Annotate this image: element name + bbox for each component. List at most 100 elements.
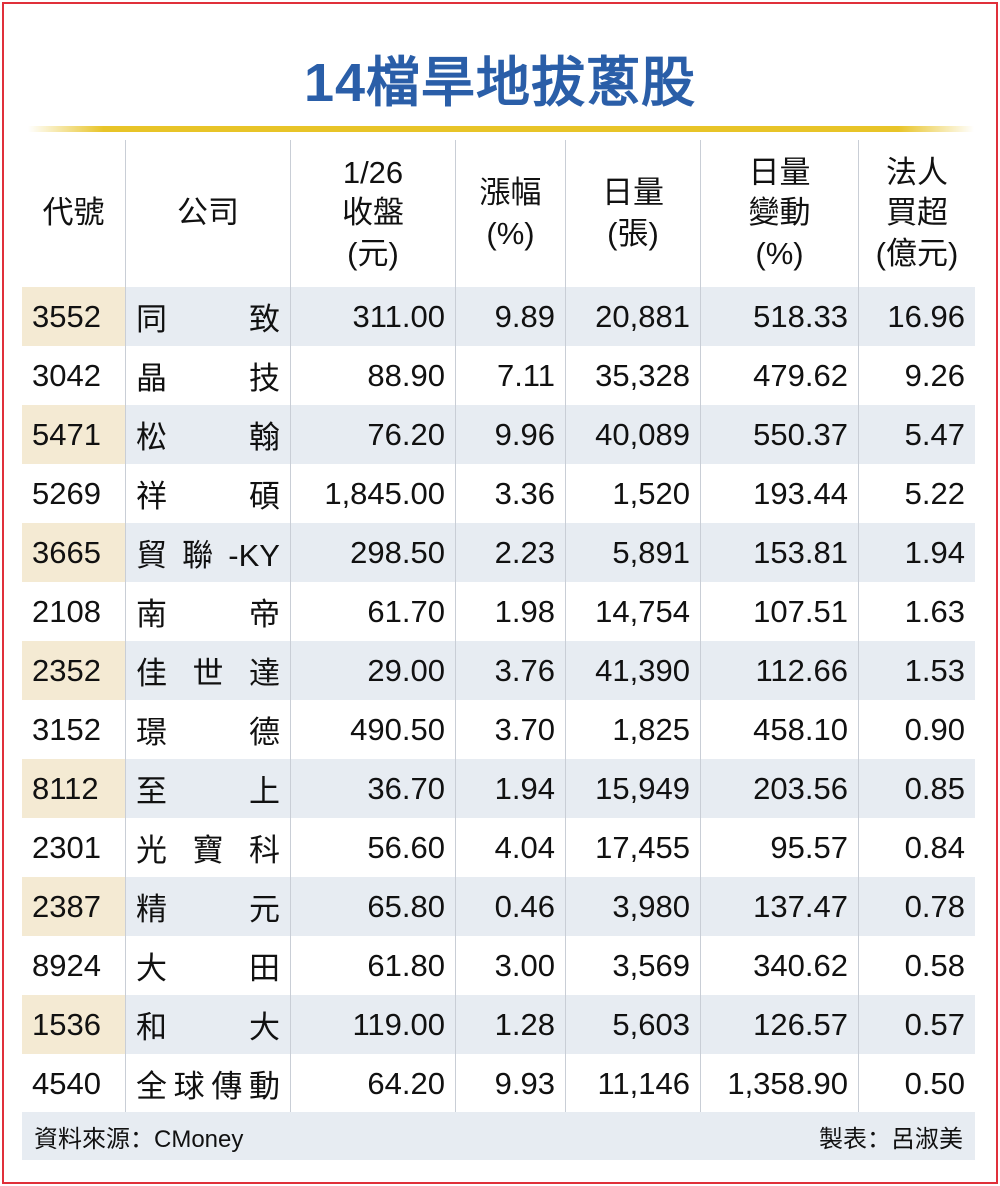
author: 製表：呂淑美 [819,1125,963,1153]
company-name: 南 帝 [136,597,280,632]
table-cell: 193.44 [700,464,858,523]
table-row: 8112 至 上 36.70 1.94 15,949 203.56 0.85 [22,759,975,818]
table-cell: 490.50 [290,700,455,759]
table-cell: 88.90 [290,346,455,405]
table-cell: 7.11 [455,346,565,405]
table-cell: 9.96 [455,405,565,464]
table-cell: 0.50 [858,1054,975,1113]
header-cell: 漲幅 (%) [455,140,565,287]
table-cell: 同 致 [125,287,290,346]
source: 資料來源：CMoney [34,1125,244,1153]
table-cell: 5269 [32,475,101,511]
table-cell: 0.58 [858,936,975,995]
table-row: 8924 大 田 61.80 3.00 3,569 340.62 0.58 [22,936,975,995]
table-cell: 4.04 [455,818,565,877]
table-cell: 1536 [22,995,125,1054]
company-name: 光 寶 科 [136,833,280,868]
company-name: 祥 碩 [136,479,280,514]
table-cell: 61.80 [290,936,455,995]
table-cell: 0.46 [455,877,565,936]
company-name: 大 田 [136,951,280,986]
table-row: 3152 璟 德 490.50 3.70 1,825 458.10 0.90 [22,700,975,759]
table-cell: 全球傳動 [125,1054,290,1113]
table-cell: 203.56 [700,759,858,818]
table-cell: 5,891 [565,523,700,582]
table-cell: 5471 [22,405,125,464]
table-cell: 35,328 [565,346,700,405]
table-cell: 5.47 [858,405,975,464]
company-name: 璟 德 [136,715,280,750]
table-cell: 76.20 [290,405,455,464]
company-name: 精 元 [136,892,280,927]
table-cell: 3,569 [565,936,700,995]
table-cell: 56.60 [290,818,455,877]
header-row: 代號 公司 1/26 收盤 (元) 漲幅 (%) 日量 (張) 日量 變動 (%) 法人 買… [22,140,975,287]
table-cell: 1,825 [565,700,700,759]
header-cell: 公司 [125,140,290,287]
table-cell: 4540 [32,1065,101,1101]
table-cell: 311.00 [290,287,455,346]
table-row: 3552 同 致 311.00 9.89 20,881 518.33 16.96 [22,287,975,346]
table-cell: 65.80 [290,877,455,936]
table-cell: 9.26 [858,346,975,405]
table-cell: 1.53 [858,641,975,700]
table-cell: 3.76 [455,641,565,700]
table-row: 3042 晶 技 88.90 7.11 35,328 479.62 9.26 [22,346,975,405]
table-row: 2352 佳 世 達 29.00 3.76 41,390 112.66 1.53 [22,641,975,700]
table-cell: 40,089 [565,405,700,464]
table-cell: 南 帝 [125,582,290,641]
table-cell: 1,845.00 [290,464,455,523]
table-cell: 光 寶 科 [125,818,290,877]
table-cell: 14,754 [565,582,700,641]
title-rule [28,126,974,132]
table-row: 2387 精 元 65.80 0.46 3,980 137.47 0.78 [22,877,975,936]
table-cell: 5,603 [565,995,700,1054]
company-name: 佳 世 達 [136,656,280,691]
header-cell: 日量 變動 (%) [700,140,858,287]
table-cell: 精 元 [125,877,290,936]
table-cell: 3.00 [455,936,565,995]
table-cell: 9.89 [455,287,565,346]
table-row: 2108 南 帝 61.70 1.98 14,754 107.51 1.63 [22,582,975,641]
table-cell: 0.57 [858,995,975,1054]
table-cell: 20,881 [565,287,700,346]
table-cell: 518.33 [700,287,858,346]
header-cell: 日量 (張) [565,140,700,287]
table-cell: 璟 德 [125,700,290,759]
table-row: 5269 祥 碩 1,845.00 3.36 1,520 193.44 5.22 [22,464,975,523]
header-cell: 法人 買超 (億元) [858,140,975,287]
table-cell: 0.84 [858,818,975,877]
table-cell: 64.20 [290,1054,455,1113]
table: 代號 公司 1/26 收盤 (元) 漲幅 (%) 日量 (張) 日量 變動 (%) 法人 買… [22,140,975,1113]
table-cell: 2108 [32,593,101,629]
table-cell: 550.37 [700,405,858,464]
table-cell: 16.96 [858,287,975,346]
table-cell: 2387 [22,877,125,936]
header-cell: 1/26 收盤 (元) [290,140,455,287]
table-cell: 1.94 [455,759,565,818]
table-row: 3665 貿聯-KY 298.50 2.23 5,891 153.81 1.94 [22,523,975,582]
table-cell: 17,455 [565,818,700,877]
table-cell: 3552 [22,287,125,346]
table-cell: 祥 碩 [125,464,290,523]
table-cell: 298.50 [290,523,455,582]
title: 14檔旱地拔蔥股 [303,53,697,113]
table-cell: 3,980 [565,877,700,936]
table-cell: 340.62 [700,936,858,995]
company-name: 和 大 [136,1010,280,1045]
table-cell: 1,520 [565,464,700,523]
company-name: 松 翰 [136,420,280,455]
table-cell: 3152 [32,711,101,747]
table-cell: 1.94 [858,523,975,582]
company-name: 同 致 [136,302,280,337]
table-cell: 112.66 [700,641,858,700]
table-cell: 119.00 [290,995,455,1054]
table-cell: 153.81 [700,523,858,582]
company-name: 全球傳動 [136,1069,280,1104]
header-cell: 代號 [42,195,105,231]
table-cell: 5.22 [858,464,975,523]
table-cell: 和 大 [125,995,290,1054]
table-cell: 至 上 [125,759,290,818]
footer: 資料來源：CMoney 製表：呂淑美 [22,1112,975,1160]
